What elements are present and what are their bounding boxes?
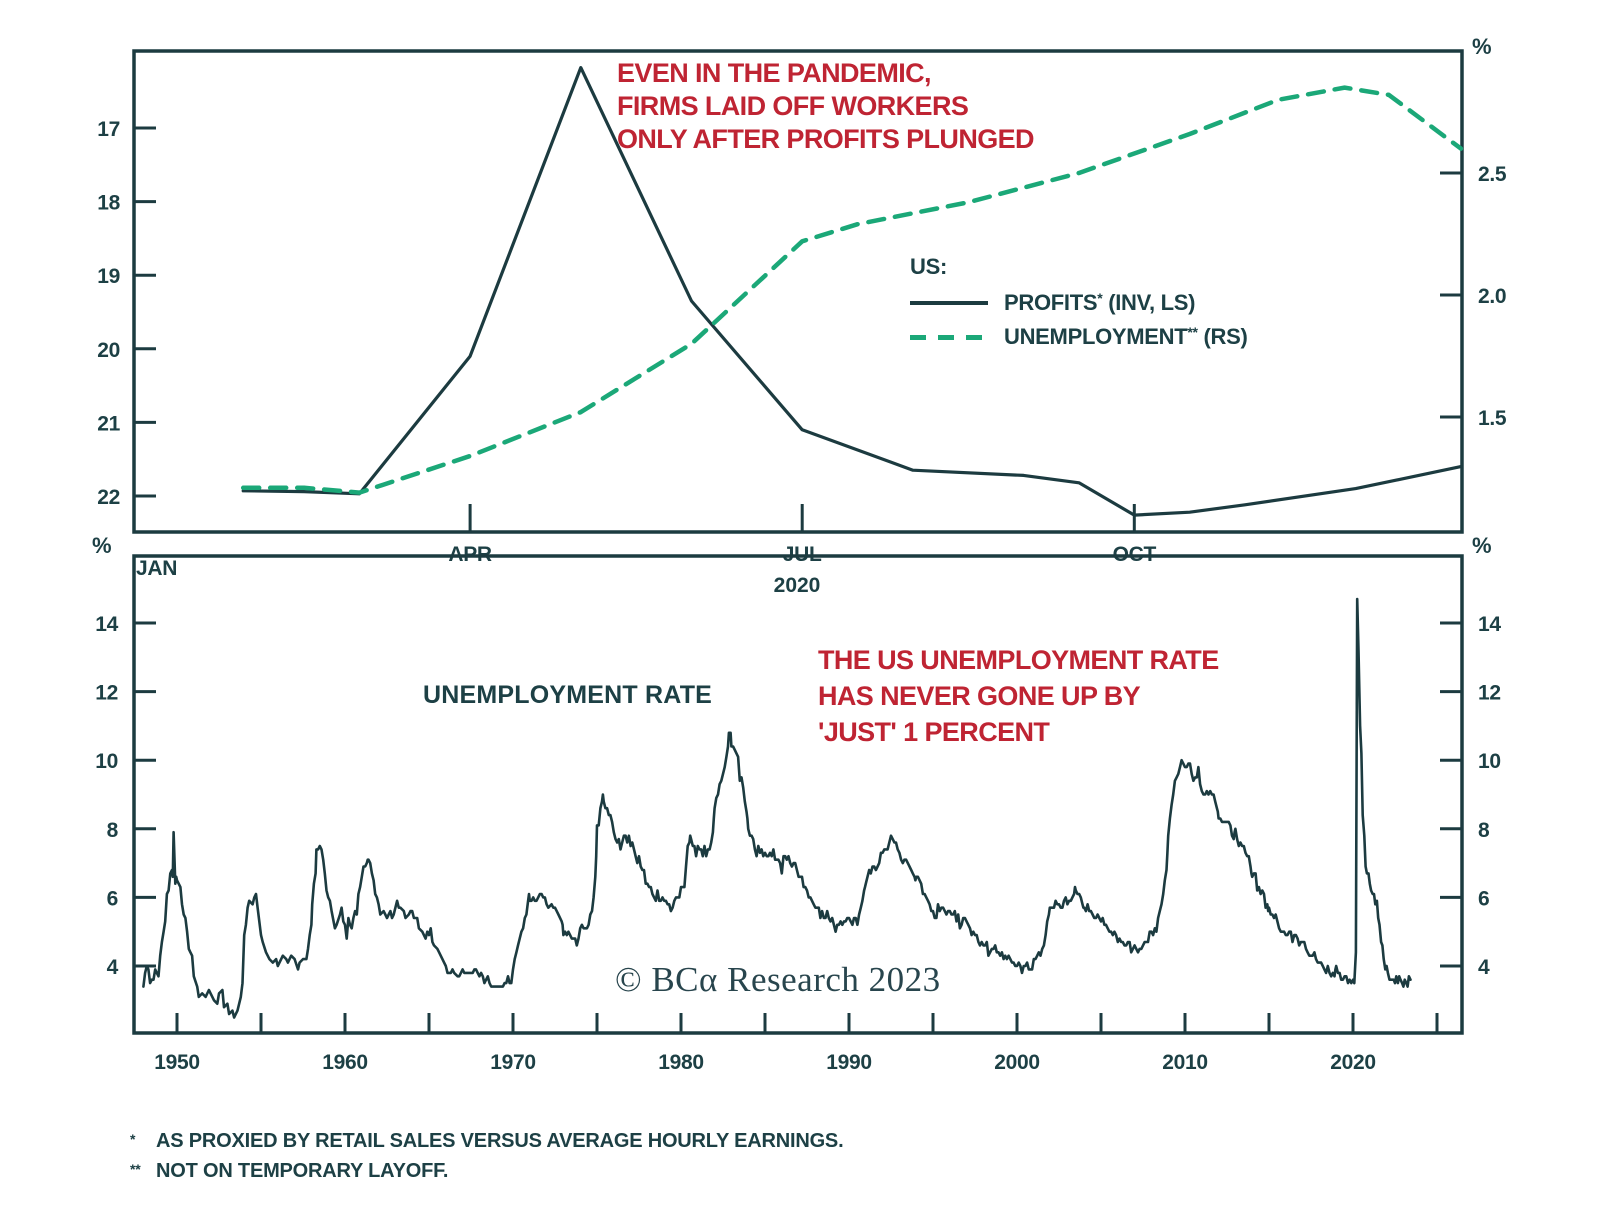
bottom-annotation-line-3: 'JUST' 1 PERCENT [818, 717, 1050, 747]
series-profits-2020 [241, 65, 1463, 517]
bottom-chart-decade-label: 1960 [322, 1051, 368, 1074]
bottom-chart-title: UNEMPLOYMENT RATE [423, 681, 713, 709]
top-chart-left-tick-label: 20 [97, 339, 120, 362]
top-chart-right-tick-label: 2.0 [1478, 285, 1506, 308]
bottom-chart-left-tick-label: 6 [107, 887, 118, 910]
bottom-chart-decade-label: 2010 [1162, 1051, 1208, 1074]
bottom-chart-right-tick-label: 8 [1478, 819, 1490, 842]
dashed-line-swatch-icon [910, 334, 988, 340]
legend-item-unemployment-label: UNEMPLOYMENT** (RS) [1004, 324, 1248, 349]
bottom-chart-decade-label: 2000 [994, 1051, 1040, 1074]
series-unemployment-history [142, 597, 1412, 1019]
series-unemployment-2020 [240, 85, 1464, 495]
solid-line-swatch-icon [910, 301, 988, 305]
top-chart-left-tick-label: 19 [97, 265, 120, 288]
bottom-right-axis-unit: % [1472, 533, 1492, 558]
footnote-1: * AS PROXIED BY RETAIL SALES VERSUS AVERA… [130, 1130, 844, 1152]
legend-item-profits: PROFITS* (INV, LS) [910, 286, 1248, 320]
copyright-watermark: © BCα Research 2023 [615, 960, 941, 999]
bottom-chart-right-tick-label: 4 [1478, 956, 1490, 979]
top-annotation-line-2: FIRMS LAID OFF WORKERS [617, 91, 969, 121]
legend-item-profits-label: PROFITS* (INV, LS) [1004, 290, 1196, 315]
top-chart-right-tick-label: 2.5 [1478, 163, 1507, 186]
footnotes: * AS PROXIED BY RETAIL SALES VERSUS AVERA… [130, 1126, 844, 1186]
bottom-chart-right-tick-label: 6 [1478, 887, 1489, 910]
bottom-left-axis-unit: % [92, 533, 112, 558]
bottom-chart-decade-label: 2020 [1330, 1051, 1376, 1074]
bottom-chart-decade-label: 1990 [826, 1051, 872, 1074]
top-chart-left-tick-label: 18 [97, 192, 120, 215]
bottom-annotation-line-1: THE US UNEMPLOYMENT RATE [818, 645, 1219, 675]
legend-heading: US: [910, 254, 947, 279]
top-chart-left-tick-label: 21 [97, 412, 120, 435]
bottom-chart-right-tick-label: 12 [1478, 682, 1501, 705]
bottom-chart-decade-label: 1980 [658, 1051, 704, 1074]
bottom-chart-left-tick-label: 10 [95, 750, 118, 773]
legend-item-unemployment: UNEMPLOYMENT** (RS) [910, 320, 1248, 354]
top-chart-right-tick-label: 1.5 [1478, 407, 1507, 430]
bottom-chart-decade-label: 1950 [154, 1051, 200, 1074]
top-chart-frame [132, 49, 1464, 534]
bottom-chart-frame [132, 554, 1464, 1035]
bottom-chart-left-tick-label: 12 [95, 682, 118, 705]
bottom-chart-left-tick-label: 4 [107, 956, 119, 979]
top-annotation-line-3: ONLY AFTER PROFITS PLUNGED [617, 124, 1035, 154]
top-chart-x-tick-label: JAN [136, 557, 177, 580]
bottom-chart-left-tick-label: 14 [95, 613, 118, 636]
footnote-2: ** NOT ON TEMPORARY LAYOFF. [130, 1160, 449, 1182]
top-chart-year-label: 2020 [773, 574, 821, 597]
legend: US: PROFITS* (INV, LS) UNEMPLOYMENT** (R… [910, 254, 1248, 354]
bottom-chart-left-tick-label: 8 [107, 819, 119, 842]
bottom-chart-decade-label: 1970 [490, 1051, 536, 1074]
top-right-axis-unit: % [1472, 34, 1492, 59]
top-annotation: EVEN IN THE PANDEMIC, FIRMS LAID OFF WOR… [617, 57, 1035, 156]
top-annotation-line-1: EVEN IN THE PANDEMIC, [617, 58, 932, 88]
top-chart-left-tick-label: 17 [97, 118, 120, 141]
bottom-chart-right-tick-label: 10 [1478, 750, 1501, 773]
bottom-annotation-line-2: HAS NEVER GONE UP BY [818, 681, 1141, 711]
bottom-chart-right-tick-label: 14 [1478, 613, 1501, 636]
bottom-annotation: THE US UNEMPLOYMENT RATE HAS NEVER GONE … [818, 642, 1219, 750]
top-chart-left-tick-label: 22 [97, 486, 120, 509]
